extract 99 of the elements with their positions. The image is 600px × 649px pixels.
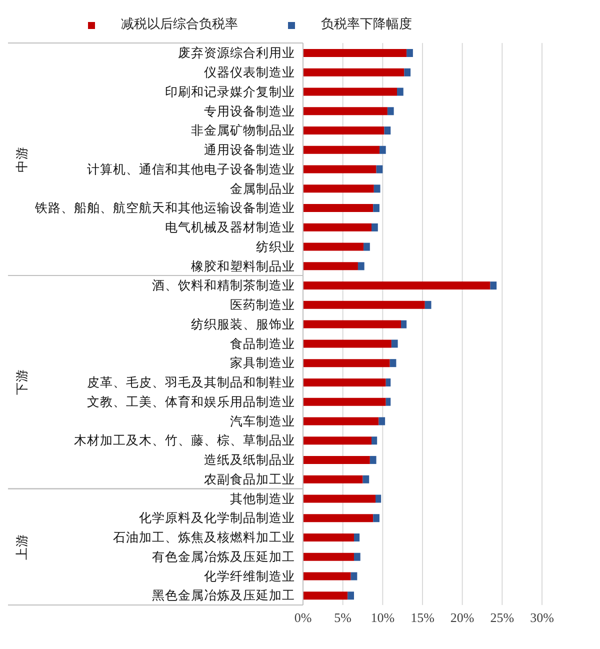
bar bbox=[384, 126, 391, 135]
x-tick-label: 5% bbox=[334, 610, 352, 626]
bar bbox=[303, 223, 372, 232]
bar bbox=[375, 494, 382, 503]
bar bbox=[303, 572, 351, 580]
legend-label: 负税率下降幅度 bbox=[321, 16, 412, 31]
y-tick-label: 有色金属冶炼及压延加工 bbox=[152, 550, 295, 564]
bar bbox=[303, 340, 392, 348]
y-tick-label: 铁路、船舶、航空航天和其他运输设备制造业 bbox=[34, 201, 295, 216]
text: 中游 bbox=[15, 146, 29, 172]
bar bbox=[404, 68, 411, 76]
bar bbox=[406, 49, 413, 57]
y-tick-label: 其他制造业 bbox=[230, 492, 295, 506]
bar bbox=[303, 204, 374, 212]
legend-label: 减税以后综合负税率 bbox=[121, 16, 238, 31]
y-tick-label: 电气机械及器材制造业 bbox=[165, 220, 295, 235]
x-tick-label: 0% bbox=[294, 610, 312, 626]
bar bbox=[358, 262, 364, 270]
y-tick-label: 通用设备制造业 bbox=[204, 143, 295, 158]
bar bbox=[303, 592, 348, 600]
y-tick-label: 石油加工、炼焦及核燃料加工业 bbox=[113, 530, 295, 545]
bar bbox=[303, 262, 358, 270]
bar bbox=[391, 340, 398, 348]
bar bbox=[373, 514, 380, 522]
y-tick-label: 仪器仪表制造业 bbox=[204, 66, 295, 80]
y-tick-label: 农副食品加工业 bbox=[204, 472, 295, 486]
bar bbox=[376, 165, 383, 174]
y-tick-label: 皮革、毛皮、羽毛及其制品和制鞋业 bbox=[87, 376, 295, 390]
bar bbox=[303, 475, 363, 484]
y-tick-label: 纺织服装、服饰业 bbox=[191, 317, 295, 332]
bar bbox=[303, 398, 386, 406]
bar bbox=[379, 146, 386, 154]
bar bbox=[303, 436, 372, 445]
y-tick-label: 家具制造业 bbox=[230, 355, 295, 370]
y-tick-label: 专用设备制造业 bbox=[204, 104, 295, 118]
y-tick-label: 食品制造业 bbox=[230, 336, 295, 351]
bar bbox=[303, 165, 376, 174]
bar bbox=[397, 88, 404, 96]
text: 上游 bbox=[15, 534, 29, 560]
y-tick-label: 木材加工及木、竹、藤、棕、草制品业 bbox=[74, 434, 295, 448]
bar bbox=[374, 184, 380, 193]
text: 下游 bbox=[15, 369, 29, 396]
bar bbox=[303, 359, 390, 368]
y-tick-label: 纺织业 bbox=[256, 240, 295, 254]
x-tick-label: 20% bbox=[450, 610, 474, 626]
y-tick-label: 化学纤维制造业 bbox=[204, 569, 295, 584]
y-tick-label: 酒、饮料和精制茶制造业 bbox=[152, 278, 295, 293]
bar bbox=[303, 300, 425, 309]
bar bbox=[400, 320, 407, 328]
y-tick-label: 橡胶和塑料制品业 bbox=[191, 258, 295, 274]
bar bbox=[364, 242, 370, 251]
y-tick-label: 非金属矿物制品业 bbox=[191, 124, 295, 138]
x-tick-label: 30% bbox=[530, 610, 554, 626]
bar bbox=[362, 475, 370, 484]
x-tick-label: 15% bbox=[410, 610, 435, 626]
bar bbox=[303, 49, 407, 57]
bar bbox=[303, 514, 374, 522]
bar bbox=[372, 436, 378, 445]
bar bbox=[303, 242, 364, 251]
bar bbox=[378, 417, 386, 426]
bar bbox=[303, 320, 401, 328]
bar bbox=[350, 572, 358, 580]
bar bbox=[303, 282, 490, 290]
y-tick-label: 汽车制造业 bbox=[230, 414, 295, 428]
y-tick-label: 造纸及纸制品业 bbox=[204, 453, 295, 468]
bar bbox=[370, 456, 376, 464]
bar bbox=[303, 146, 380, 154]
bar bbox=[303, 378, 386, 386]
bar bbox=[303, 417, 379, 426]
bar bbox=[348, 592, 354, 600]
bar bbox=[354, 533, 360, 542]
bar bbox=[303, 456, 370, 464]
bar bbox=[386, 398, 391, 406]
y-tick-label: 废弃资源综合利用业 bbox=[178, 45, 295, 60]
bar bbox=[390, 359, 396, 368]
bar bbox=[303, 126, 384, 135]
bar bbox=[303, 88, 398, 96]
bar bbox=[424, 300, 432, 309]
bar bbox=[354, 552, 360, 561]
y-tick-label: 黑色金属冶炼及压延加工 bbox=[152, 588, 295, 603]
x-tick-label: 10% bbox=[370, 610, 395, 626]
y-tick-label: 计算机、通信和其他电子设备制造业 bbox=[87, 162, 295, 176]
x-tick-label: 25% bbox=[490, 610, 514, 626]
bar bbox=[303, 107, 388, 116]
bar bbox=[490, 282, 497, 290]
y-tick-label: 化学原料及化学制品制造业 bbox=[139, 511, 295, 526]
bar bbox=[303, 184, 374, 193]
y-tick-label: 医药制造业 bbox=[230, 298, 295, 312]
y-tick-label: 印刷和记录媒介复制业 bbox=[165, 84, 295, 99]
bar bbox=[386, 378, 391, 386]
bar bbox=[387, 107, 394, 116]
bar bbox=[303, 68, 404, 76]
bar bbox=[373, 204, 380, 212]
y-tick-label: 金属制品业 bbox=[230, 182, 295, 196]
bar bbox=[303, 494, 376, 503]
bar bbox=[303, 552, 354, 561]
bar bbox=[303, 533, 354, 542]
y-tick-label: 文教、工美、体育和娱乐用品制造业 bbox=[87, 394, 295, 409]
bar bbox=[372, 223, 378, 232]
